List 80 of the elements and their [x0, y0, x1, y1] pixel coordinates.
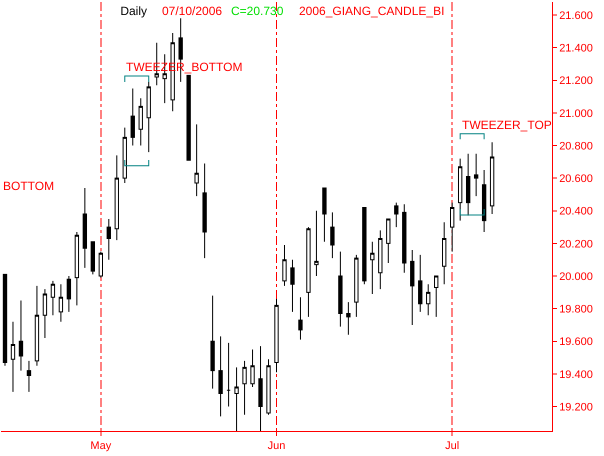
candlestick [458, 158, 462, 222]
candlestick [330, 212, 335, 259]
candlestick [50, 280, 56, 316]
annotation: C=20.730 [231, 4, 284, 18]
candlestick [82, 187, 88, 268]
y-tick-label: 20.400 [559, 206, 593, 218]
candlestick [146, 81, 151, 153]
y-tick-label: 20.600 [559, 173, 593, 186]
candlestick [426, 284, 430, 316]
candlestick [234, 366, 239, 431]
candlestick [74, 232, 80, 306]
candlestick [410, 249, 414, 326]
y-tick-label: 20.800 [559, 140, 593, 152]
candlestick [210, 295, 215, 390]
candlestick [58, 284, 64, 322]
candlestick [346, 302, 351, 336]
candlestick [218, 336, 223, 417]
candlestick [482, 170, 486, 232]
candlestick [418, 254, 422, 312]
candlestick [34, 285, 40, 366]
candlestick [98, 251, 103, 278]
candlestick [442, 222, 446, 285]
candlestick [18, 300, 24, 372]
candlestick [490, 142, 494, 215]
candlestick [130, 88, 135, 146]
candlestick [370, 241, 374, 294]
candlestick [138, 98, 143, 146]
y-tick-label: 19.600 [559, 336, 593, 348]
chart-title: Daily [120, 4, 147, 18]
candlestick [378, 230, 382, 290]
candlestick [434, 276, 438, 318]
annotation: TWEEZER_TOP [462, 118, 552, 132]
candlestick [474, 153, 478, 197]
y-tick-label: 21.000 [559, 108, 593, 120]
candlestick [106, 218, 111, 260]
x-tick-label: May [90, 440, 112, 452]
candlestick [226, 342, 231, 408]
candlestick [26, 360, 32, 392]
candlestick [402, 204, 406, 274]
x-tick-label: Jul [445, 440, 460, 452]
candlestick [314, 210, 319, 277]
candlestick [282, 244, 287, 286]
y-tick-label: 20.200 [559, 238, 593, 250]
candlestick [298, 296, 303, 340]
y-tick-label: 21.600 [559, 10, 593, 22]
candlestick [338, 251, 343, 328]
candlestick [290, 259, 295, 312]
candlestick [274, 298, 279, 373]
candlestick [362, 207, 367, 285]
candlestick [114, 154, 119, 241]
annotation: 07/10/2006 [162, 4, 222, 18]
candlestick [186, 74, 191, 161]
candlestick [90, 241, 96, 275]
annotation: BOTTOM [3, 179, 54, 193]
candlestick [450, 202, 454, 252]
candlestick [2, 274, 8, 366]
candlestick [10, 321, 16, 392]
candlestick [386, 218, 390, 264]
y-tick-label: 19.200 [559, 401, 593, 414]
y-tick-label: 19.400 [559, 368, 593, 381]
candlestick [242, 360, 247, 416]
candlestick [466, 153, 470, 216]
candlestick [122, 127, 127, 184]
y-tick-label: 20.000 [559, 270, 593, 283]
y-tick-label: 21.200 [559, 75, 593, 88]
candlestick [250, 348, 255, 388]
candlestick [66, 276, 72, 312]
candlestick [354, 254, 359, 318]
candlestick [394, 202, 398, 228]
candlestick [194, 124, 199, 197]
y-tick-label: 19.800 [559, 304, 593, 316]
x-tick-label: Jun [268, 440, 286, 452]
annotation: 2006_GIANG_CANDLE_BI [299, 4, 444, 18]
candlestick [322, 187, 327, 242]
y-tick-label: 21.400 [559, 42, 593, 55]
candlestick [258, 346, 263, 431]
candlestick [42, 288, 48, 339]
candlestick [202, 162, 207, 259]
candlestick [266, 358, 271, 416]
candlestick [306, 226, 311, 318]
